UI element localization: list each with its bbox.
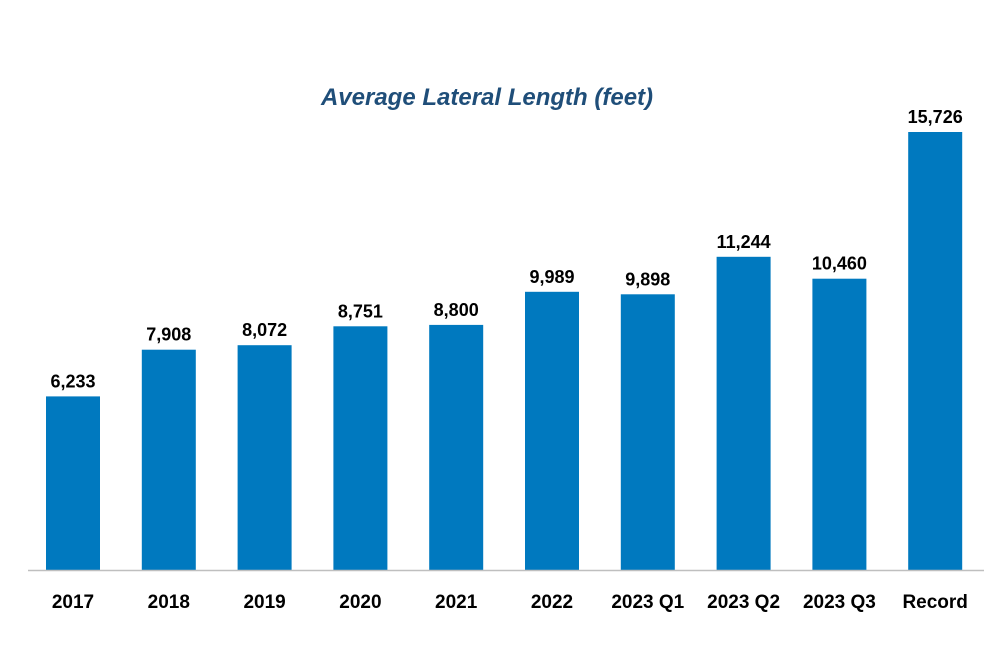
value-label: 7,908 [146, 325, 191, 345]
bar-2020 [333, 326, 388, 570]
bar-2019 [237, 345, 292, 570]
value-label: 15,726 [908, 107, 963, 127]
bar-2017 [46, 396, 100, 570]
value-label: 8,072 [242, 320, 287, 340]
value-label: 6,233 [50, 371, 95, 391]
value-label: 9,898 [625, 269, 670, 289]
bar-2018 [141, 349, 196, 570]
x-tick-label: 2018 [148, 592, 190, 613]
bar-record [908, 132, 963, 570]
category-labels-layer: 2017 2018 2019 2020 2021 2022 2023 Q1 2023 Q2 20… [52, 592, 968, 613]
x-tick-label: 2020 [339, 592, 381, 613]
x-tick-label: Record [902, 592, 967, 613]
value-label: 8,800 [434, 300, 479, 320]
bar-2023-q1 [620, 294, 675, 570]
x-tick-label: 2022 [531, 592, 573, 613]
x-tick-label: 2021 [435, 592, 478, 613]
value-labels-layer: 6,233 7,908 8,072 8,751 8,800 9,989 9,898 11,24… [50, 107, 962, 391]
bar-2023-q2 [716, 256, 771, 570]
value-label: 10,460 [812, 254, 867, 274]
bar-2023-q3 [812, 278, 867, 570]
bar-2021 [429, 324, 484, 570]
value-label: 11,244 [717, 232, 771, 252]
x-tick-label: 2023 Q3 [803, 592, 876, 613]
x-tick-label: 2023 Q2 [707, 592, 780, 613]
x-tick-label: 2019 [243, 592, 285, 613]
bar-2022 [525, 291, 579, 570]
chart-title: Average Lateral Length (feet) [320, 84, 653, 111]
x-tick-label: 2023 Q1 [611, 592, 684, 613]
x-tick-label: 2017 [52, 592, 94, 613]
value-label: 8,751 [338, 301, 383, 321]
bars-layer [46, 132, 963, 570]
value-label: 9,989 [529, 267, 574, 287]
